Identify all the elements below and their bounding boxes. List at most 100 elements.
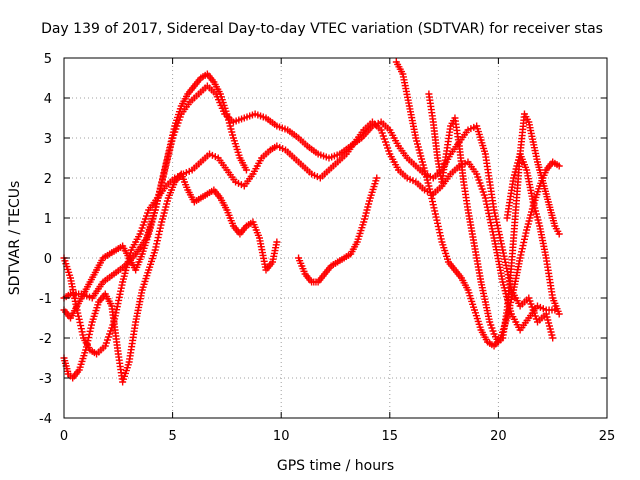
data-point — [161, 162, 169, 170]
series-track-6 — [392, 58, 563, 350]
data-point — [88, 321, 96, 329]
data-point — [75, 315, 83, 323]
data-point — [162, 159, 170, 167]
data-point — [153, 200, 161, 208]
x-tick-label: 15 — [382, 429, 399, 444]
data-point — [154, 194, 162, 202]
data-point — [157, 221, 165, 229]
data-point — [76, 318, 84, 326]
data-point — [427, 191, 435, 199]
x-tick-label: 0 — [60, 429, 68, 444]
data-point — [555, 230, 563, 238]
data-point — [519, 242, 527, 250]
data-point — [155, 190, 163, 198]
data-point — [153, 197, 161, 205]
data-point — [425, 182, 433, 190]
data-point — [82, 343, 90, 351]
data-point — [79, 331, 87, 339]
y-tick-label: -4 — [39, 412, 52, 427]
data-point — [509, 289, 517, 297]
data-point — [151, 246, 159, 254]
x-tick-label: 5 — [168, 429, 176, 444]
series-track-2 — [60, 118, 559, 358]
data-point — [555, 310, 563, 318]
data-point — [74, 312, 82, 320]
data-point — [517, 251, 525, 259]
y-tick-label: 5 — [44, 52, 52, 67]
data-point — [429, 201, 437, 209]
plot-frame — [63, 57, 608, 419]
x-tick-label: 10 — [273, 429, 290, 444]
data-point — [431, 210, 439, 218]
y-tick-label: -3 — [39, 372, 52, 387]
data-point — [169, 128, 177, 136]
series-track-1 — [60, 82, 557, 342]
data-point — [158, 175, 166, 183]
data-point — [156, 227, 164, 235]
data-point — [436, 232, 444, 240]
series-track-3 — [60, 170, 281, 386]
data-point — [155, 230, 163, 238]
data-point — [521, 232, 529, 240]
data-point — [432, 213, 440, 221]
series-track-8 — [503, 150, 563, 318]
data-point — [85, 330, 93, 338]
data-point — [433, 216, 441, 224]
data-point — [437, 235, 445, 243]
data-point — [508, 292, 516, 300]
y-tick-label: 2 — [44, 172, 52, 187]
data-point — [78, 328, 86, 336]
data-point — [158, 178, 166, 186]
data-point — [431, 207, 439, 215]
data-point — [77, 322, 85, 330]
data-point — [154, 234, 162, 242]
data-point — [166, 144, 174, 152]
data-point — [518, 245, 526, 253]
data-point — [242, 166, 250, 174]
y-axis-label: SDTVAR / TECUs — [7, 181, 23, 296]
y-tick-label: 0 — [44, 252, 52, 267]
data-point — [165, 147, 173, 155]
data-point — [520, 238, 528, 246]
data-point — [87, 324, 95, 332]
data-point — [168, 134, 176, 142]
data-point — [429, 198, 437, 206]
data-point — [522, 229, 530, 237]
data-point — [156, 224, 164, 232]
data-point — [157, 181, 165, 189]
y-tick-label: -2 — [39, 332, 52, 347]
data-point — [434, 219, 442, 227]
data-point — [518, 248, 526, 256]
data-point — [516, 254, 524, 262]
data-point — [85, 334, 93, 342]
data-point — [426, 188, 434, 196]
data-point — [153, 237, 161, 245]
y-tick-label: -1 — [39, 292, 52, 307]
y-tick-label: 4 — [44, 92, 52, 107]
data-marks — [60, 58, 563, 386]
data-point — [430, 204, 438, 212]
data-point — [153, 240, 161, 248]
data-point — [86, 327, 94, 335]
data-point — [373, 174, 381, 182]
data-point — [436, 229, 444, 237]
data-point — [273, 238, 281, 246]
data-point — [520, 235, 528, 243]
x-tick-label: 20 — [490, 429, 507, 444]
data-point — [167, 138, 175, 146]
y-tick-label: 1 — [44, 212, 52, 227]
x-axis-label: GPS time / hours — [277, 458, 394, 474]
data-point — [170, 125, 178, 133]
data-point — [84, 337, 92, 345]
data-point — [163, 156, 171, 164]
data-point — [164, 150, 172, 158]
data-point — [82, 346, 90, 354]
data-point — [555, 162, 563, 170]
data-point — [151, 206, 159, 214]
data-point — [549, 334, 557, 342]
data-point — [164, 153, 172, 161]
axis-ticks: 0 5 10 15 20 25 -4 -3 -2 -1 0 1 2 3 4 5 — [39, 52, 615, 444]
y-tick-label: 3 — [44, 132, 52, 147]
series-track-7 — [425, 90, 563, 346]
